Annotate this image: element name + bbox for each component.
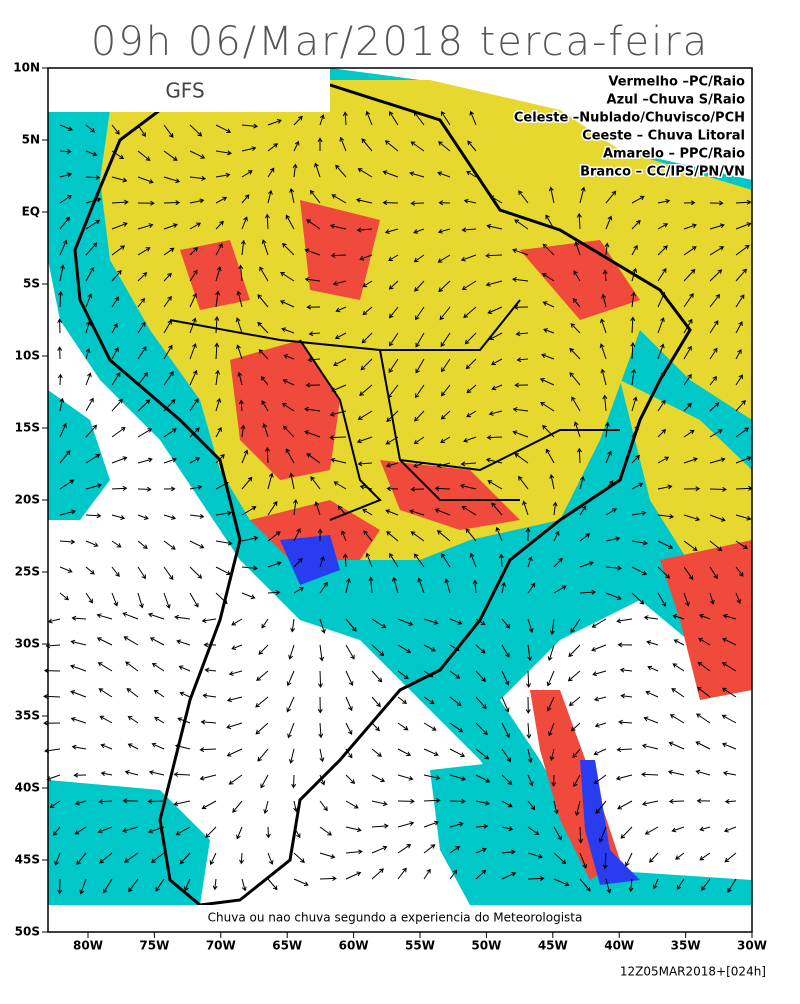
red-area [230, 340, 340, 480]
lon-label: 80W [73, 939, 103, 953]
lat-label: 15S [15, 421, 40, 435]
legend-entry: Vermelho –PC/Raio [608, 75, 745, 90]
lat-label: 5N [22, 133, 40, 147]
legend-entry: Celeste –Nublado/Chuvisco/PCH [514, 111, 745, 126]
lat-label: 25S [15, 565, 40, 579]
lat-label: 45S [15, 853, 40, 867]
lon-label: 65W [272, 939, 302, 953]
lon-label: 35W [671, 939, 701, 953]
lon-label: 60W [339, 939, 369, 953]
lat-label: 10S [15, 349, 40, 363]
lat-label: 30S [15, 637, 40, 651]
model-box [48, 68, 330, 112]
lon-label: 40W [604, 939, 634, 953]
coastline [73, 83, 692, 907]
wind-arrows [43, 110, 753, 895]
lat-label: EQ [22, 205, 40, 219]
lat-label: 40S [15, 781, 40, 795]
lat-label: 20S [15, 493, 40, 507]
lon-label: 45W [538, 939, 568, 953]
legend: Vermelho –PC/Raio Azul –Chuva S/Raio Celes… [512, 73, 746, 181]
legend-entry: Amarelo – PPC/Raio [603, 147, 745, 162]
lon-label: 70W [206, 939, 236, 953]
lat-label: 50S [15, 925, 40, 939]
blue-area [580, 760, 640, 885]
cyan-area [48, 390, 110, 520]
borders [169, 299, 620, 521]
lat-label: 5S [23, 277, 40, 291]
yellow-area [620, 380, 752, 580]
title: 09h 06/Mar/2018 terca-feira [91, 19, 709, 65]
axes: 10N 5N EQ 5S 10S 15S 20S 25S 30S 35S 40S 45S 50S 80W 7… [13, 61, 767, 953]
legend-entry: Ceeste – Chuva Litoral [582, 129, 745, 144]
lon-label: 75W [139, 939, 169, 953]
lon-label: 30W [737, 939, 767, 953]
red-area [300, 200, 380, 300]
footer-note: Chuva ou nao chuva segundo a experiencia… [208, 911, 583, 925]
footer-box [48, 905, 752, 932]
map-area: GFS Vermelho –PC/Raio Azul –Chuva S/Raio C… [43, 67, 753, 933]
lon-label: 50W [471, 939, 501, 953]
legend-entry: Branco – CC/IPS/PN/VN [580, 165, 745, 180]
blue-area [280, 535, 340, 585]
red-area [660, 540, 752, 700]
lon-label: 55W [405, 939, 435, 953]
cyan-area [430, 760, 590, 905]
lat-label: 10N [13, 61, 40, 75]
model-label: GFS [165, 79, 204, 103]
red-area [180, 240, 250, 310]
legend-entry: Azul –Chuva S/Raio [607, 93, 746, 108]
run-label: 12Z05MAR2018+[024h] [620, 965, 766, 979]
lat-label: 35S [15, 709, 40, 723]
